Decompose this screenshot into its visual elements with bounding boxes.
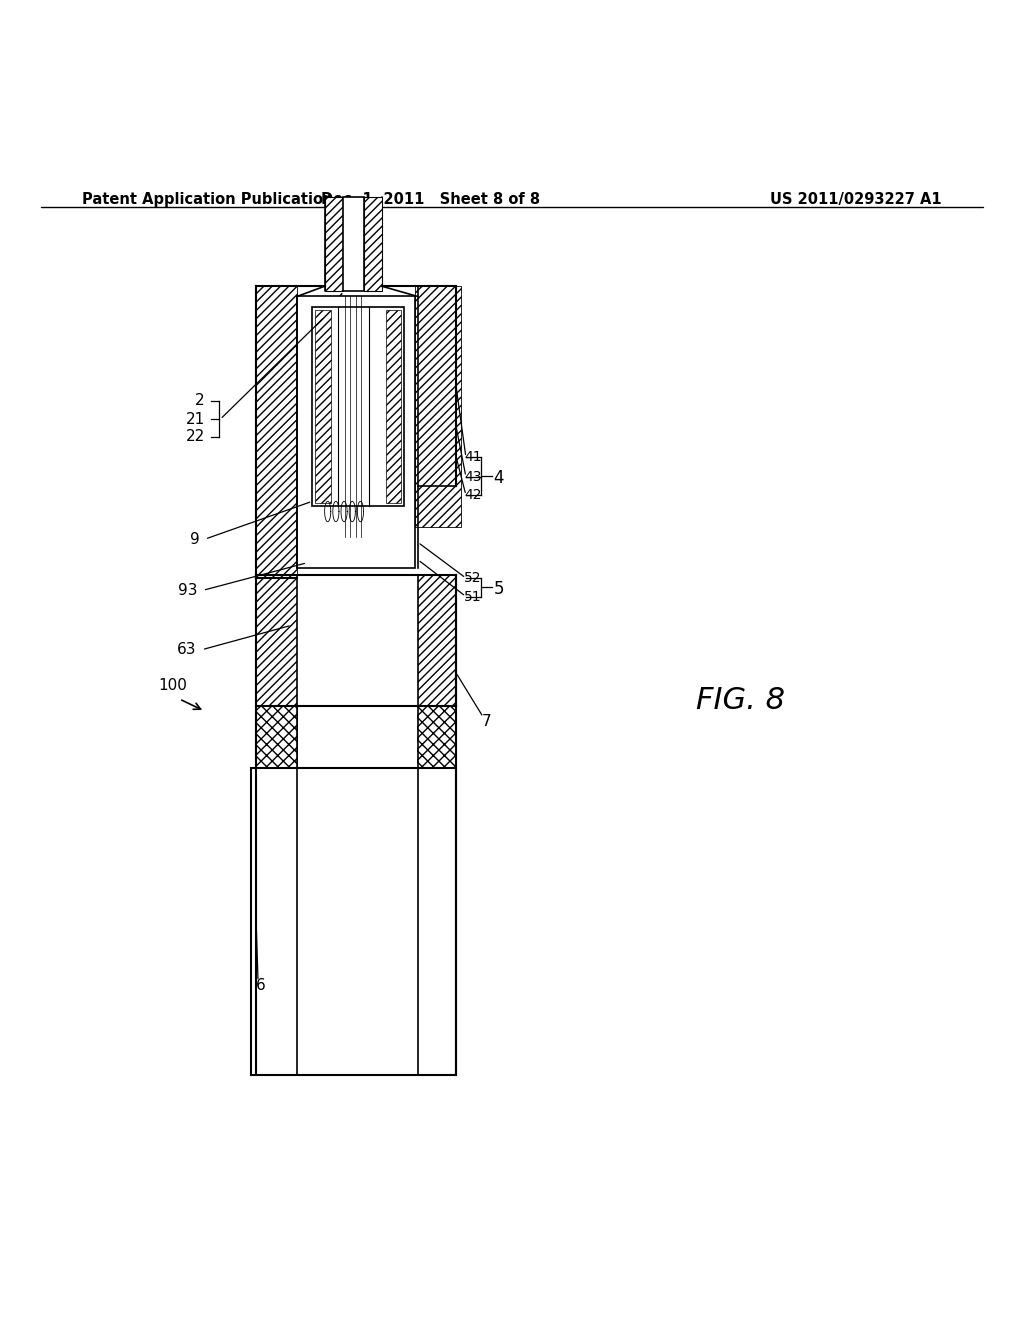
Text: 51: 51 bbox=[464, 590, 481, 603]
Text: 41: 41 bbox=[464, 450, 481, 465]
Text: 9: 9 bbox=[189, 532, 200, 546]
Text: 5: 5 bbox=[494, 581, 504, 598]
Text: 4: 4 bbox=[494, 469, 504, 487]
Text: FIG. 8: FIG. 8 bbox=[696, 686, 785, 715]
Text: 93: 93 bbox=[178, 583, 198, 598]
Bar bbox=[297, 297, 415, 568]
Bar bbox=[256, 286, 297, 578]
Bar bbox=[364, 197, 382, 292]
Bar bbox=[297, 576, 418, 706]
Bar bbox=[256, 706, 297, 1074]
Text: 43: 43 bbox=[464, 470, 481, 483]
Bar bbox=[325, 197, 343, 292]
Bar bbox=[386, 310, 401, 503]
Text: 63: 63 bbox=[177, 643, 197, 657]
Bar bbox=[343, 197, 364, 292]
Text: 52: 52 bbox=[464, 572, 481, 585]
Text: 7: 7 bbox=[481, 714, 490, 729]
Bar bbox=[251, 767, 456, 1074]
Bar bbox=[415, 576, 456, 706]
Bar bbox=[315, 310, 331, 503]
Bar bbox=[415, 706, 456, 1074]
Text: 21: 21 bbox=[185, 412, 205, 426]
Bar bbox=[312, 306, 404, 507]
Text: Dec. 1, 2011   Sheet 8 of 8: Dec. 1, 2011 Sheet 8 of 8 bbox=[321, 191, 540, 207]
Text: 42: 42 bbox=[464, 488, 481, 502]
Text: 2: 2 bbox=[196, 393, 205, 408]
Text: Patent Application Publication: Patent Application Publication bbox=[82, 191, 334, 207]
Text: US 2011/0293227 A1: US 2011/0293227 A1 bbox=[770, 191, 942, 207]
Bar bbox=[298, 706, 417, 1074]
Text: 100: 100 bbox=[159, 678, 187, 693]
Text: 6: 6 bbox=[256, 978, 266, 993]
Text: 22: 22 bbox=[185, 429, 205, 445]
Bar bbox=[415, 286, 461, 527]
Bar bbox=[256, 576, 297, 706]
